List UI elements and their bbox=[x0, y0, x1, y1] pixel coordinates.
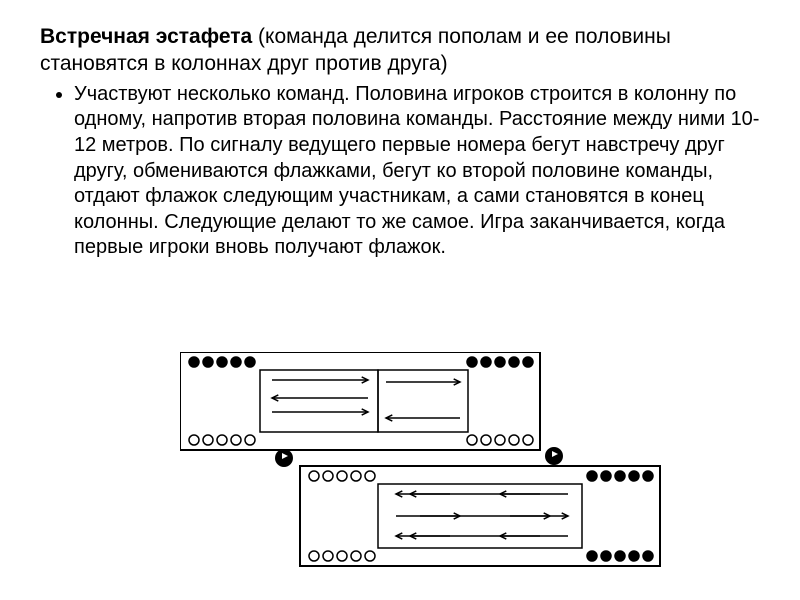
body-paragraph: Участвуют несколько команд. Половина игр… bbox=[74, 82, 760, 261]
page: Встречная эстафета (команда делится попо… bbox=[0, 0, 800, 600]
body-list: Участвуют несколько команд. Половина игр… bbox=[50, 82, 760, 261]
heading-bold: Встречная эстафета bbox=[40, 25, 252, 48]
relay-diagram bbox=[180, 352, 740, 582]
heading: Встречная эстафета (команда делится попо… bbox=[40, 24, 760, 78]
